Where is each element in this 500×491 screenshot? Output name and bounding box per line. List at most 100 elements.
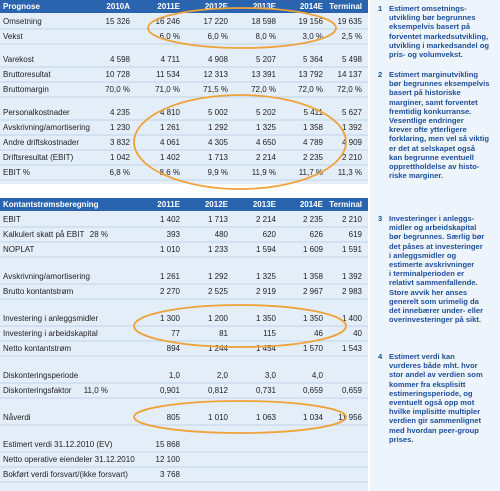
row-label: Varekost <box>3 55 34 64</box>
header-cell: 2014E <box>299 200 323 209</box>
note-text: kan begrunne eventuell <box>389 152 474 162</box>
note-text: eksempelvis basert på <box>389 22 471 32</box>
cell: 1 042 <box>109 153 130 162</box>
note-text: forklaring, men vel så viktig <box>389 134 490 144</box>
cell: 5 002 <box>207 108 228 117</box>
cell: 1 325 <box>255 123 276 132</box>
note-text: estimeringsperiode, og <box>389 388 473 398</box>
cell: 1 063 <box>255 413 276 422</box>
cell: 805 <box>166 413 180 422</box>
cell: 0,731 <box>255 386 276 395</box>
note-number: 2 <box>378 70 383 79</box>
note-text: midler og arbeidskapital <box>389 223 477 233</box>
note-text: med hvordan peer-group <box>389 425 479 435</box>
cell: 480 <box>214 230 228 239</box>
cell: 11,9 % <box>251 168 276 177</box>
table2-header-bg <box>0 198 368 211</box>
cell: 1 392 <box>341 272 362 281</box>
cell: 19 156 <box>298 17 323 26</box>
cell: 70,0 % <box>105 85 130 94</box>
cell: 2 983 <box>341 287 362 296</box>
header-cell: 2014E <box>299 2 323 11</box>
header-cell: 2013E <box>252 200 276 209</box>
cell: 1 230 <box>109 123 130 132</box>
cell: 4 810 <box>159 108 180 117</box>
cell: 5 411 <box>303 108 323 117</box>
row-label: Bruttoresultat <box>3 70 51 79</box>
note-text: det innebærer under- eller <box>389 306 484 315</box>
cell: 11 534 <box>156 70 180 79</box>
cell: 1 292 <box>207 123 228 132</box>
header-cell: Terminal <box>329 2 362 11</box>
cell: 5 202 <box>255 108 276 117</box>
cell: 4 305 <box>207 138 228 147</box>
cell: 15 868 <box>155 440 180 449</box>
cell: 3,0 % <box>302 32 323 41</box>
cell: 3 832 <box>109 138 130 147</box>
cell: 1 591 <box>341 245 362 254</box>
cell: 4 235 <box>109 108 130 117</box>
row-label: NOPLAT <box>3 245 35 254</box>
cell: 40 <box>353 329 362 338</box>
cell: 9,9 % <box>207 168 228 177</box>
cell: 1 392 <box>341 123 362 132</box>
row-label: Diskonteringsperiode <box>3 371 79 380</box>
note-text: Investeringer i anleggs- <box>389 214 475 223</box>
cell: 4 909 <box>341 138 362 147</box>
note-text: bør begrunnes. Særlig bør <box>389 232 485 242</box>
row-label: Netto operative eiendeler 31.12.2010 <box>3 455 135 464</box>
header-cell: 2010A <box>106 2 130 11</box>
cell: 0,901 <box>159 386 180 395</box>
note-text: Store avvik her anses <box>389 287 468 297</box>
header-cell: 2013E <box>252 2 276 11</box>
cell: 77 <box>171 329 180 338</box>
note-text: pris- og volumvekst. <box>389 50 463 59</box>
cell: 71,0 % <box>155 85 180 94</box>
row-label: Estimert verdi 31.12.2010 (EV) <box>3 440 113 449</box>
cell: 1 200 <box>207 314 228 323</box>
cell: 8,6 % <box>159 168 180 177</box>
cell: 1 261 <box>159 123 180 132</box>
cell: 393 <box>166 230 180 239</box>
note-text: bør begrunnes eksempelvis <box>389 79 490 89</box>
cell: 5 498 <box>341 55 362 64</box>
cell: 4 061 <box>159 138 180 147</box>
cell: 1 402 <box>159 153 180 162</box>
cell: 13 391 <box>251 70 276 79</box>
cell: 1 233 <box>207 245 228 254</box>
row-label: EBIT <box>3 215 21 224</box>
notes-bg <box>370 0 500 491</box>
cell: 19 635 <box>337 17 362 26</box>
note-text: prises. <box>389 434 414 444</box>
cell: 81 <box>219 329 228 338</box>
header-cell: 2011E <box>157 200 180 209</box>
row-label: Investering i arbeidskapital <box>3 329 98 338</box>
highlight-ellipse <box>133 94 347 190</box>
cell: 1 713 <box>207 215 228 224</box>
cell: 3 768 <box>159 470 180 479</box>
cell: 4 598 <box>109 55 130 64</box>
note-text: estimerte avskrivninger <box>389 260 475 269</box>
cell: 1 609 <box>302 245 323 254</box>
cell: 115 <box>263 329 276 338</box>
cell: 894 <box>166 344 180 353</box>
note-text: fremtidig konkurranse. <box>389 106 472 116</box>
cell: 2 214 <box>255 153 276 162</box>
cell: 2,0 <box>216 371 228 380</box>
cell: 1 010 <box>159 245 180 254</box>
row-label: EBIT % <box>3 168 30 177</box>
cell: 71,5 % <box>203 85 228 94</box>
cell: 2 235 <box>302 215 323 224</box>
header-cell: 2012E <box>204 200 228 209</box>
cell: 1,0 <box>168 371 180 380</box>
note-text: Estimert verdi kan <box>389 352 455 361</box>
cell: 1 350 <box>255 314 276 323</box>
cell: 15 326 <box>105 17 130 26</box>
cell: 72,0 % <box>298 85 323 94</box>
cell: 619 <box>348 230 362 239</box>
cell: 5 627 <box>341 108 362 117</box>
cell: 1 261 <box>159 272 180 281</box>
note-text: riske marginer. <box>389 171 444 181</box>
cell: 18 598 <box>251 17 276 26</box>
cell: 8,0 % <box>255 32 276 41</box>
